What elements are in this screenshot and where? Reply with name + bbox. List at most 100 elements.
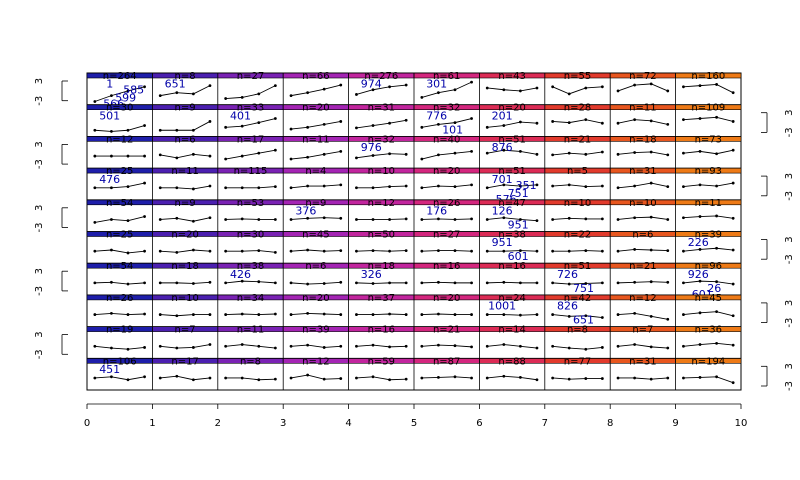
panel-n-label: n=24: [498, 293, 525, 304]
sparkline-point: [404, 217, 408, 221]
sparkline-point: [567, 346, 571, 350]
panel-n-label: n=9: [305, 198, 326, 209]
sparkline-point: [420, 281, 424, 285]
panel-n-label: n=32: [433, 103, 460, 114]
sparkline-point: [388, 345, 391, 349]
sparkline: [552, 217, 603, 220]
sparkline-point: [143, 215, 146, 218]
sparkline-point: [551, 313, 555, 316]
sparkline-point: [535, 249, 539, 253]
sparkline-point: [600, 281, 604, 285]
panel-n-label: n=26: [433, 198, 460, 209]
sparkline-point: [731, 148, 735, 152]
sparkline-point: [257, 313, 261, 316]
sparkline-point: [470, 376, 473, 380]
sparkline: [94, 216, 145, 223]
panel-n-label: n=26: [106, 293, 133, 304]
sparkline-point: [682, 151, 685, 155]
panel-n-label: n=77: [564, 356, 591, 367]
sparkline-point: [143, 375, 146, 379]
sparkline-point: [306, 312, 310, 315]
sparkline-point: [682, 216, 685, 220]
sparkline: [291, 217, 341, 220]
sparkline-point: [649, 345, 653, 349]
sparkline-point: [551, 153, 555, 157]
sparkline-point: [404, 83, 408, 87]
sparkline: [225, 313, 276, 316]
sparkline-point: [535, 121, 539, 125]
sparkline-point: [371, 124, 375, 127]
highlight-label: 351: [516, 179, 537, 192]
sparkline-point: [143, 346, 146, 349]
sparkline: [291, 150, 341, 160]
sparkline-point: [698, 183, 702, 187]
sparkline-point: [339, 280, 343, 284]
panel-n-label: n=73: [695, 134, 722, 145]
sparkline-point: [420, 186, 424, 190]
sparkline-point: [126, 378, 130, 382]
sparkline: [421, 344, 472, 348]
sparkline: [160, 249, 210, 253]
panel-n-label: n=25: [106, 166, 133, 177]
sparkline-point: [616, 152, 620, 156]
sparkline: [94, 125, 145, 132]
sparkline-point: [453, 121, 457, 125]
sparkline-point: [633, 343, 637, 346]
sparkline: [160, 344, 211, 349]
panel-n-label: n=93: [695, 166, 722, 177]
sparkline-point: [715, 83, 718, 86]
panel-n-label: n=160: [691, 71, 725, 82]
sparkline-point: [518, 149, 522, 153]
sparkline-point: [289, 344, 293, 348]
panel-n-label: n=12: [368, 198, 395, 209]
panel-n-label: n=34: [237, 293, 264, 304]
sparkline-point: [224, 186, 228, 190]
sparkline-point: [649, 280, 653, 284]
sparkline: [552, 250, 603, 252]
sparkline-point: [633, 248, 637, 251]
panel-n-label: n=10: [629, 198, 656, 209]
sparkline: [487, 375, 538, 381]
sparkline: [160, 153, 210, 159]
sparkline-point: [273, 148, 277, 152]
highlight-label: 101: [442, 123, 463, 136]
sparkline: [618, 312, 668, 320]
sparkline-point: [567, 314, 571, 318]
sparkline-point: [633, 184, 637, 188]
sparkline-point: [437, 153, 440, 157]
sparkline-point: [371, 313, 375, 316]
sparkline-point: [273, 185, 277, 189]
side-axis-tick-label: 3: [34, 331, 45, 337]
sparkline-point: [371, 154, 375, 157]
panel-n-label: n=8: [567, 325, 588, 336]
sparkline-point: [257, 218, 261, 221]
panel-n-label: n=25: [106, 230, 133, 241]
sparkline-point: [437, 217, 440, 221]
sparkline-point: [388, 121, 391, 125]
sparkline: [683, 84, 734, 94]
panel-n-label: n=43: [498, 71, 525, 82]
side-axis-tick-label: -3: [784, 127, 795, 137]
sparkline-point: [485, 186, 489, 190]
sparkline-point: [535, 219, 539, 223]
sparkline-point: [551, 344, 555, 348]
sparkline-point: [698, 343, 702, 346]
sparkline-point: [306, 216, 310, 220]
panel-n-label: n=7: [175, 325, 196, 336]
sparkline-point: [175, 91, 179, 95]
sparkline: [552, 345, 603, 350]
sparkline-point: [208, 84, 212, 88]
sparkline-point: [666, 153, 670, 157]
sparkline-point: [698, 149, 702, 153]
sparkline: [225, 85, 276, 100]
sparkline-point: [666, 185, 670, 189]
panel-n-label: n=11: [171, 166, 198, 177]
sparkline-point: [208, 376, 212, 380]
sparkline-point: [584, 185, 588, 189]
sparkline-point: [518, 344, 522, 348]
sparkline: [356, 282, 407, 284]
sparkline-point: [110, 130, 113, 133]
sparkline-point: [502, 249, 506, 253]
panel-n-label: n=59: [368, 356, 395, 367]
highlight-label: 776: [426, 109, 447, 122]
